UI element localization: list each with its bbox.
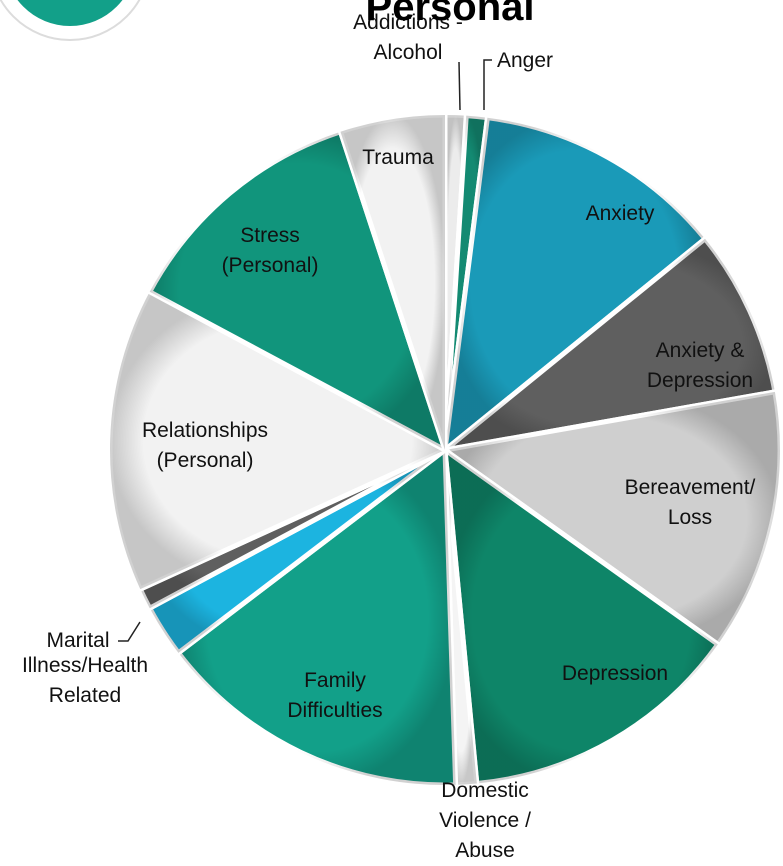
leader-line: [118, 621, 141, 642]
slice-label: Anger: [497, 49, 553, 72]
slice-shade: [140, 450, 445, 609]
slice-shade: [445, 391, 780, 645]
slice-label: Illness/Health Related: [22, 654, 148, 707]
labels: Addictions -Alcohol Anger Anxiety Anxiety &…: [22, 11, 756, 862]
slice-shade: [445, 238, 775, 450]
slice-label: Anxiety & Depression: [647, 339, 753, 392]
leader-line: [483, 59, 492, 110]
slice-shade: [340, 115, 445, 450]
slice-label: Addictions -Alcohol: [353, 11, 463, 64]
slice-label: Anxiety: [586, 202, 655, 225]
slice-label: Family Difficulties: [287, 669, 382, 722]
slice-shade: [149, 450, 445, 653]
slice-label: Depression: [562, 662, 668, 685]
leader-lines: [118, 59, 492, 642]
slice-label: Bereavement/Loss: [625, 476, 756, 529]
slice-shade: [445, 450, 718, 784]
pie: [107, 112, 783, 788]
slice-shade: [445, 117, 706, 451]
slice-shade: [178, 450, 456, 786]
slice-label: Stress (Personal): [222, 224, 319, 277]
slice-shade: [109, 291, 446, 590]
slice-label: Trauma: [362, 146, 434, 169]
slice-shade: [149, 131, 445, 450]
leader-line: [458, 61, 461, 111]
slice-label: Relationships (Personal): [142, 419, 268, 472]
slice-shade: [445, 450, 477, 785]
chart-title: Personal: [366, 0, 535, 29]
slice-label: Domestic Violence / Abuse: [439, 779, 531, 862]
logo: [0, 0, 141, 41]
slice-label: Marital: [46, 629, 109, 652]
